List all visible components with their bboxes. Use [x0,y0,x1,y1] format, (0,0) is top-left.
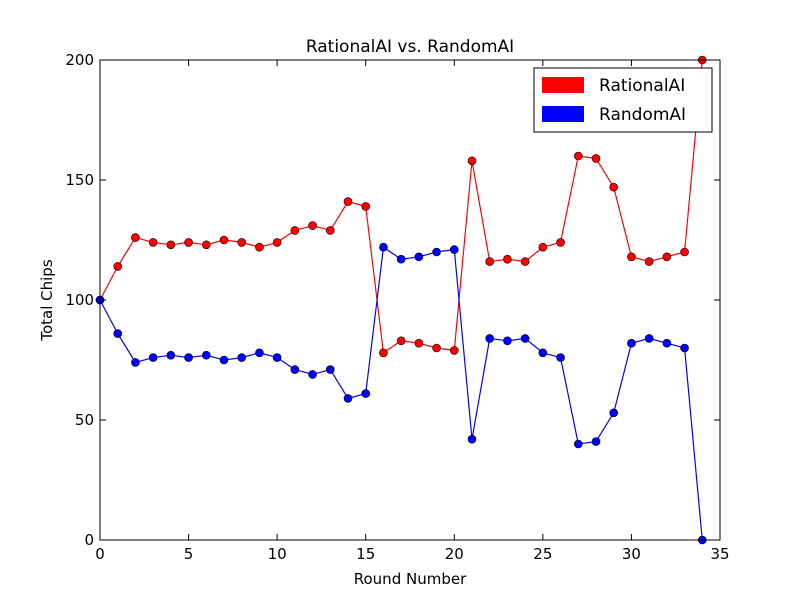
rationalai-point [272,238,282,247]
rationalai-point [113,262,123,271]
randomai-point [432,247,441,257]
rationalai-point [662,252,672,262]
rationalai-point [556,238,565,247]
rationalai-point [591,154,601,163]
rationalai-point [449,346,459,355]
rationalai-point [361,202,371,211]
randomai-point [396,254,406,264]
y-tick-label: 0 [84,531,94,549]
rationalai-legend-label: RationalAI [599,76,685,96]
randomai-point [449,245,459,254]
rationalai-point [131,233,140,242]
x-tick-label: 5 [184,545,194,563]
rationalai-point [680,247,689,257]
randomai-point [573,439,583,449]
randomai-point [538,348,548,358]
x-tick-label: 30 [622,545,641,563]
rationalai-point [184,238,193,247]
randomai-point [219,355,229,365]
randomai-point [680,343,689,353]
x-tick-label: 15 [356,545,375,563]
y-tick-label: 100 [65,291,94,309]
rationalai-point [308,221,317,230]
rationalai-point [166,240,176,250]
rationalai-point [379,348,388,358]
randomai-point [148,353,158,362]
x-axis-label: Round Number [354,570,467,588]
rationalai-point [432,343,441,353]
rationalai-legend-swatch [542,77,584,93]
rationalai-point [290,226,300,235]
x-tick-label: 10 [268,545,287,563]
rationalai-point [627,252,636,262]
y-axis-label: Total Chips [38,259,56,341]
rationalai-point [325,226,335,235]
randomai-point [113,329,123,338]
randomai-point [379,242,388,252]
randomai-legend-swatch [542,106,584,122]
randomai-point [255,348,264,358]
randomai-point [520,334,530,343]
randomai-point [627,338,636,348]
randomai-point [166,350,176,360]
rationalai-point [396,336,406,346]
randomai-point [662,338,672,348]
y-tick-label: 150 [65,171,94,189]
rationalai-point [414,338,424,348]
x-tick-label: 35 [710,545,729,563]
legend: RationalAI RandomAI [533,67,713,133]
rationalai-point [219,235,229,245]
rationalai-point [237,238,247,247]
randomai-point [184,353,193,362]
rationalai-point [343,197,353,206]
rationalai-point [644,257,654,266]
series-layer [95,55,707,545]
ticks-layer: 0 5 10 15 20 25 30 35 0 50 100 150 200 [65,51,729,563]
randomai-point [503,336,512,346]
randomai-point [325,365,335,374]
randomai-point [272,353,282,362]
rationalai-point [503,254,512,264]
randomai-point [201,350,211,360]
randomai-point [131,358,140,367]
rationalai-point [538,242,548,252]
randomai-point [556,353,565,362]
randomai-point [644,334,654,343]
rationalai-point [201,240,211,250]
randomai-point [343,394,353,403]
randomai-point [414,252,424,262]
randomai-point [308,370,317,379]
randomai-point [485,334,495,343]
rationalai-point [573,151,583,161]
y-tick-label: 50 [75,411,94,429]
rationalai-point [520,257,530,266]
y-tick-label: 200 [65,51,94,69]
randomai-point [609,408,619,418]
rationalai-point [467,156,477,166]
randomai-series-line [99,246,703,541]
rationalai-point [485,257,495,266]
x-tick-label: 0 [95,545,105,563]
rationalai-point [255,242,264,252]
randomai-point [591,437,601,446]
randomai-point [237,353,247,362]
x-tick-label: 20 [445,545,464,563]
rationalai-point [609,182,619,192]
rationalai-point [148,238,158,247]
x-tick-label: 25 [533,545,552,563]
randomai-legend-label: RandomAI [599,105,686,125]
randomai-point [290,365,300,374]
chart-title: RationalAI vs. RandomAI [306,37,514,57]
randomai-point [467,434,477,444]
randomai-point [361,389,371,398]
